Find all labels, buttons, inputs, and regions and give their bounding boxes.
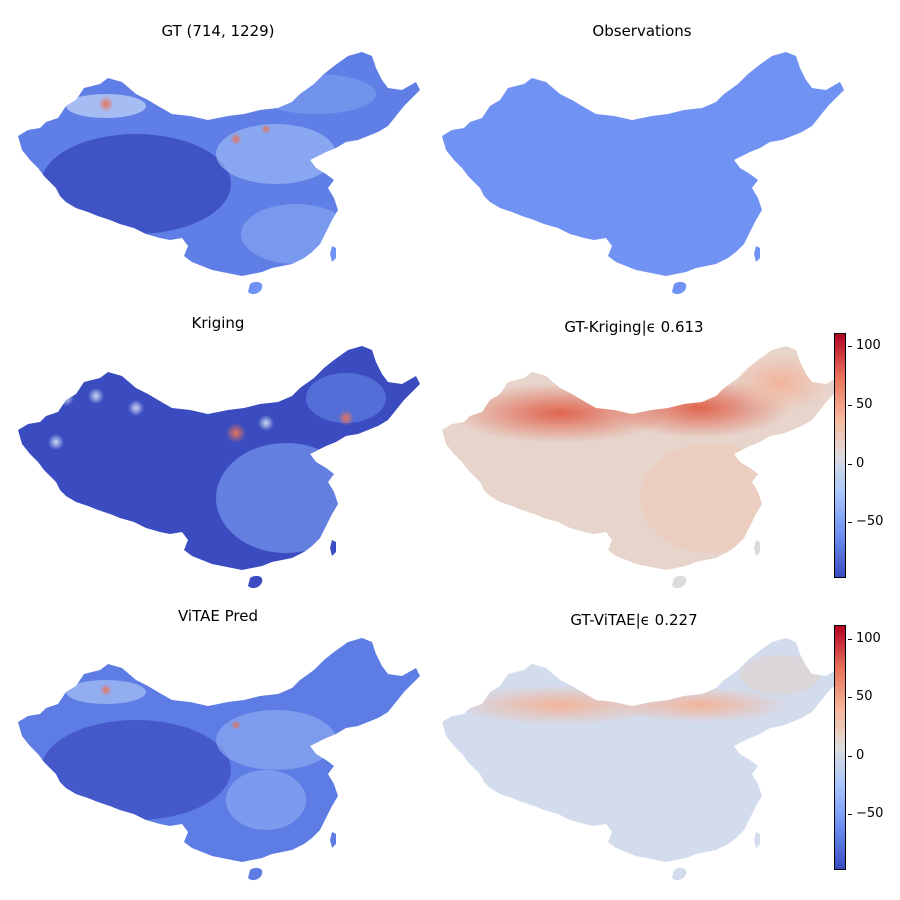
map-gt-vitae	[442, 638, 844, 881]
colorbar-vitae-tick: −50	[847, 806, 884, 821]
panel-title-observations: Observations	[592, 22, 692, 40]
panel-title-kriging: Kriging	[191, 314, 245, 332]
panel-title-gt-kriging: GT-Kriging|ϵ 0.613	[564, 318, 704, 336]
panel-title-gt: GT (714, 1229)	[161, 22, 275, 40]
map-kriging	[18, 346, 420, 589]
panel-title-vitae-pred: ViTAE Pred	[178, 607, 258, 625]
map-vitae-pred	[18, 638, 420, 881]
colorbar-vitae	[834, 625, 846, 870]
map-gt	[18, 52, 420, 295]
colorbar-kriging-tick: −50	[847, 514, 884, 529]
colorbar-vitae-tick: 100	[848, 631, 881, 646]
colorbar-kriging	[834, 333, 846, 578]
panel-title-gt-vitae: GT-ViTAE|ϵ 0.227	[570, 611, 698, 629]
colorbar-vitae-tick: 0	[847, 748, 865, 763]
colorbar-kriging-tick: 50	[848, 397, 873, 412]
map-observations	[442, 52, 844, 295]
colorbar-vitae-tick: 50	[848, 689, 873, 704]
colorbar-kriging-tick: 100	[848, 338, 881, 353]
map-gt-kriging	[442, 346, 844, 589]
colorbar-kriging-tick: 0	[847, 456, 865, 471]
